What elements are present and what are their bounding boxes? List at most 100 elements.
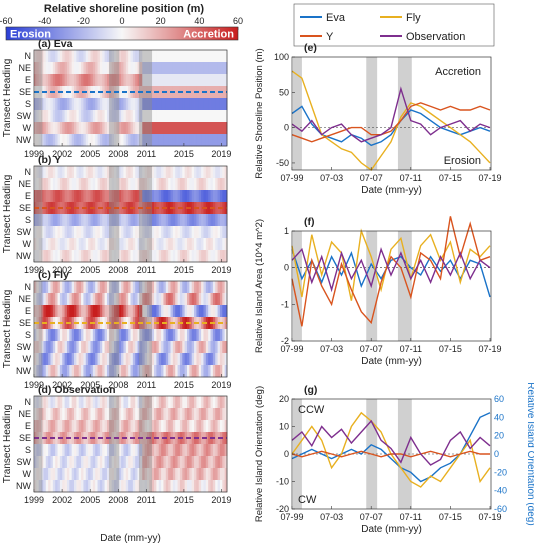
heatmap-cell [191, 98, 195, 111]
heatmap-cell [48, 202, 51, 215]
heatmap-cell [90, 98, 94, 111]
heatmap-cell [163, 365, 167, 378]
heatmap-cell [196, 110, 200, 123]
heatmap-title: (c) Fly [38, 269, 69, 281]
heatmap-cell [50, 341, 54, 354]
heatmap-cell [175, 456, 178, 469]
heatmap-cell [186, 341, 190, 354]
heatmap-cell [217, 250, 221, 263]
heatmap-cell [137, 166, 141, 179]
heatmap-cell [137, 214, 141, 227]
heatmap-cell [154, 305, 157, 318]
heatmap-cell [111, 122, 115, 135]
heatmap-cell [69, 281, 73, 294]
heatmap-cell [210, 226, 214, 239]
heatmap-cell [97, 110, 101, 123]
heatmap-cell [45, 214, 49, 227]
heatmap-cell [97, 293, 101, 306]
heatmap-cell [123, 98, 127, 111]
heatmap-cell [52, 341, 56, 354]
heatmap-cell [201, 98, 204, 111]
heatmap-cell [201, 166, 204, 179]
heatmap-cell [50, 250, 54, 263]
heatmap-cell [130, 353, 134, 366]
heatmap-cell [137, 365, 141, 378]
heatmap-cell [102, 444, 106, 457]
heatmap-cell [125, 329, 129, 342]
colorbar: Relative shoreline position (m) -60 -40 -2… [0, 3, 243, 41]
heatmap-cell [217, 62, 221, 75]
heatmap-cell [92, 50, 96, 63]
heatmap-cell [175, 50, 178, 63]
heatmap-cell [137, 293, 141, 306]
heatmap-cell [92, 134, 96, 147]
heatmap-cell [50, 74, 54, 87]
heatmap-cell [191, 134, 195, 147]
heatmap-cell [36, 456, 40, 469]
heatmap-cell [135, 238, 138, 251]
heatmap-cell [219, 353, 223, 366]
heatmap-cell [81, 190, 84, 203]
heatmap-cell [194, 353, 197, 366]
heatmap-cell [92, 305, 96, 318]
heatmap-cell [125, 420, 129, 433]
heatmap-cell [186, 408, 190, 421]
heatmap-cell [36, 365, 40, 378]
heatmap-cell [57, 456, 61, 469]
heatmap-cell [66, 420, 70, 433]
heatmap-cell [57, 74, 61, 87]
heatmap-cell [194, 122, 197, 135]
heatmap-cell [144, 50, 148, 63]
heatmap-cell [97, 444, 101, 457]
heatmap-cell [69, 396, 73, 409]
heatmap-cell [83, 214, 87, 227]
heatmap-cell [52, 250, 56, 263]
heatmap-cell [62, 341, 65, 354]
heatmap-cell [196, 329, 200, 342]
heatmap-cell [182, 178, 186, 191]
heatmap-cell [45, 444, 49, 457]
heatmap-cell [41, 226, 44, 239]
heatmap-cell [85, 122, 89, 135]
heading-tick-label: SE [19, 203, 31, 213]
heatmap-cell [95, 329, 98, 342]
heatmap-cell [88, 293, 91, 306]
heatmap-cell [66, 293, 70, 306]
heatmap-cell [158, 353, 162, 366]
heatmap-cell [88, 166, 91, 179]
x-tick-label: 07-07 [360, 173, 383, 183]
heatmap-cell [208, 238, 211, 251]
heatmap-cell [203, 62, 207, 75]
heatmap-cell [34, 365, 37, 378]
heatmap-cell [52, 110, 56, 123]
heading-tick-label: NE [18, 63, 31, 73]
heatmap-cell [55, 317, 58, 330]
heatmap-cell [97, 329, 101, 342]
heatmap-cell [175, 110, 178, 123]
heatmap-cell [151, 329, 155, 342]
heatmap-cell [121, 456, 124, 469]
heatmap-cell [69, 134, 73, 147]
heatmap-cell [189, 110, 193, 123]
heatmap-cell [43, 178, 47, 191]
heatmap-cell [146, 98, 150, 111]
heatmap-cell [34, 50, 37, 63]
heatmap-cell [161, 408, 164, 421]
heatmap-cell [217, 456, 221, 469]
heatmap-cell [142, 74, 146, 87]
heatmap-cell [177, 353, 181, 366]
heatmap-cell [45, 353, 49, 366]
heatmap-cell [48, 353, 51, 366]
heatmap-cell [170, 98, 174, 111]
heatmap-cell [45, 62, 49, 75]
heatmap-cell [48, 250, 51, 263]
heatmap-cell [36, 62, 40, 75]
heatmap-cell [146, 365, 150, 378]
heatmap-cell [102, 468, 106, 481]
y-right-tick-label: -40 [494, 486, 507, 496]
heatmap-cell [118, 202, 122, 215]
heatmap-cell [76, 226, 80, 239]
heatmap-cell [170, 134, 174, 147]
heatmap-cell [161, 226, 164, 239]
